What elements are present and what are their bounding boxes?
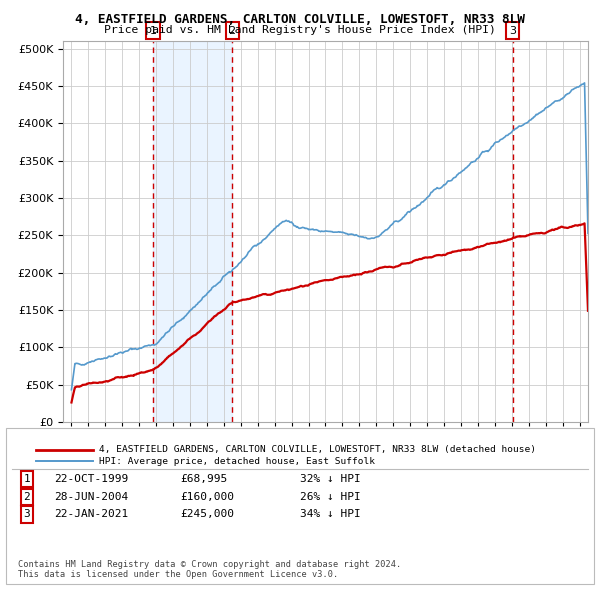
Text: 1: 1: [149, 25, 157, 35]
Text: 4, EASTFIELD GARDENS, CARLTON COLVILLE, LOWESTOFT, NR33 8LW: 4, EASTFIELD GARDENS, CARLTON COLVILLE, …: [75, 13, 525, 26]
Text: HPI: Average price, detached house, East Suffolk: HPI: Average price, detached house, East…: [99, 457, 375, 466]
Text: 2: 2: [229, 25, 236, 35]
Text: 4, EASTFIELD GARDENS, CARLTON COLVILLE, LOWESTOFT, NR33 8LW (detached house): 4, EASTFIELD GARDENS, CARLTON COLVILLE, …: [99, 445, 536, 454]
Text: £68,995: £68,995: [180, 474, 227, 484]
Text: £160,000: £160,000: [180, 492, 234, 502]
Text: 3: 3: [509, 25, 517, 35]
Text: 22-OCT-1999: 22-OCT-1999: [54, 474, 128, 484]
Text: 34% ↓ HPI: 34% ↓ HPI: [300, 510, 361, 519]
Text: 22-JAN-2021: 22-JAN-2021: [54, 510, 128, 519]
Bar: [153, 41, 232, 422]
Text: 3: 3: [23, 510, 31, 519]
Text: 28-JUN-2004: 28-JUN-2004: [54, 492, 128, 502]
Text: £245,000: £245,000: [180, 510, 234, 519]
Text: Price paid vs. HM Land Registry's House Price Index (HPI): Price paid vs. HM Land Registry's House …: [104, 25, 496, 35]
Text: 2: 2: [23, 492, 31, 502]
Text: Contains HM Land Registry data © Crown copyright and database right 2024.
This d: Contains HM Land Registry data © Crown c…: [18, 560, 401, 579]
Text: 26% ↓ HPI: 26% ↓ HPI: [300, 492, 361, 502]
Text: 1: 1: [23, 474, 31, 484]
Text: 32% ↓ HPI: 32% ↓ HPI: [300, 474, 361, 484]
